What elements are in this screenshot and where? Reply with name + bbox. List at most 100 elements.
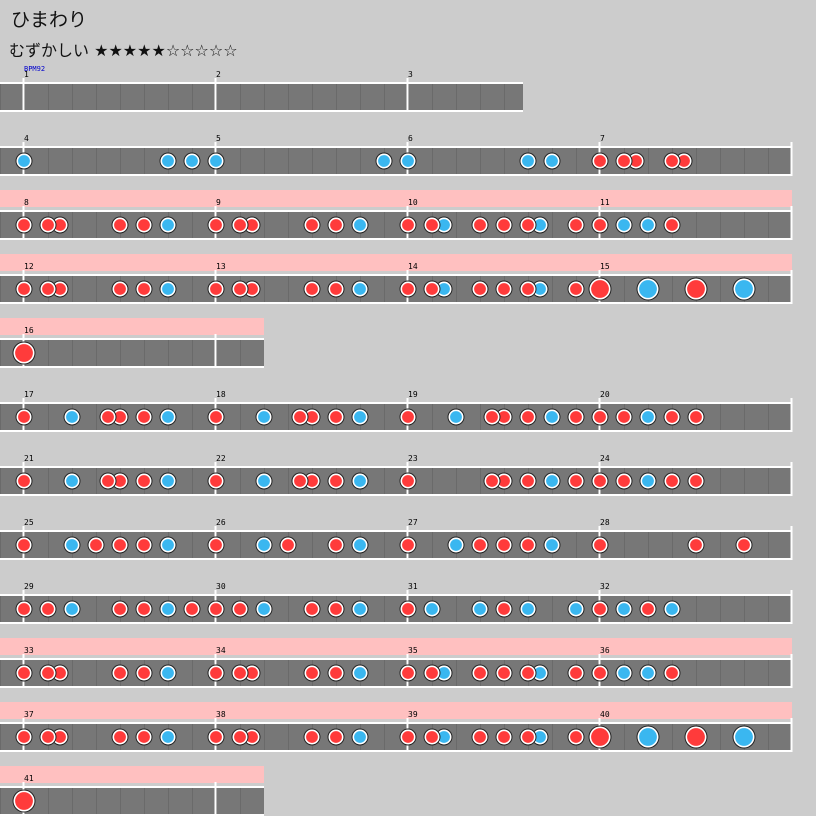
- lane-bottom-border: [0, 814, 264, 816]
- note-lane: [0, 468, 792, 494]
- don-note: [567, 664, 585, 682]
- ka-note: [159, 472, 177, 490]
- don-note: [591, 536, 609, 554]
- don-note: [39, 600, 57, 618]
- lane-bottom-border: [0, 686, 792, 688]
- don-note: [15, 280, 33, 298]
- lane-top-border: [0, 658, 792, 660]
- ka-note: [255, 536, 273, 554]
- don-note: [495, 664, 513, 682]
- big-don-note: [588, 725, 612, 749]
- ka-note: [639, 408, 657, 426]
- don-note: [111, 728, 129, 746]
- don-note: [15, 600, 33, 618]
- difficulty-stars: ★★★★★☆☆☆☆☆: [94, 41, 238, 60]
- ka-note: [639, 472, 657, 490]
- don-note: [135, 600, 153, 618]
- big-don-note: [12, 789, 36, 813]
- don-note: [135, 728, 153, 746]
- big-don-note: [684, 725, 708, 749]
- ka-note: [255, 472, 273, 490]
- don-note: [423, 664, 441, 682]
- don-note: [471, 664, 489, 682]
- don-note: [243, 280, 261, 298]
- measure-number: 17: [24, 390, 34, 399]
- measure-number: 31: [408, 582, 418, 591]
- don-note: [471, 280, 489, 298]
- difficulty-line: むずかしい ★★★★★☆☆☆☆☆: [9, 37, 238, 61]
- measure-number: 15: [600, 262, 610, 271]
- lane-top-border: [0, 82, 523, 84]
- don-note: [615, 472, 633, 490]
- ka-note: [63, 536, 81, 554]
- don-note: [399, 664, 417, 682]
- don-note: [327, 664, 345, 682]
- ka-note: [375, 152, 393, 170]
- don-note: [495, 408, 513, 426]
- don-note: [51, 728, 69, 746]
- don-note: [495, 536, 513, 554]
- lane-top-border: [0, 338, 264, 340]
- lane-top-border: [0, 210, 792, 212]
- don-note: [519, 664, 537, 682]
- measure-number: 40: [600, 710, 610, 719]
- don-note: [483, 408, 501, 426]
- note-lane: [0, 212, 792, 238]
- measure-number: 1: [24, 70, 29, 79]
- measure-number: 11: [600, 198, 610, 207]
- ka-note: [543, 152, 561, 170]
- ka-note: [567, 600, 585, 618]
- don-note: [135, 216, 153, 234]
- big-ka-note: [636, 277, 660, 301]
- don-note: [399, 728, 417, 746]
- lane-top-border: [0, 786, 264, 788]
- ka-note: [63, 600, 81, 618]
- measure-number: 14: [408, 262, 418, 271]
- ka-note: [543, 536, 561, 554]
- don-note: [399, 280, 417, 298]
- note-lane: [0, 596, 792, 622]
- lane-bottom-border: [0, 750, 792, 752]
- measure-number: 34: [216, 646, 226, 655]
- measure-number: 36: [600, 646, 610, 655]
- don-note: [99, 408, 117, 426]
- lane-bottom-border: [0, 302, 792, 304]
- don-note: [399, 216, 417, 234]
- don-note: [135, 472, 153, 490]
- don-note: [483, 472, 501, 490]
- measure-number: 35: [408, 646, 418, 655]
- ka-note: [159, 152, 177, 170]
- don-note: [183, 600, 201, 618]
- don-note: [591, 472, 609, 490]
- don-note: [15, 216, 33, 234]
- don-note: [519, 472, 537, 490]
- don-note: [207, 536, 225, 554]
- ka-note: [435, 216, 453, 234]
- don-note: [327, 728, 345, 746]
- don-note: [591, 664, 609, 682]
- don-note: [399, 472, 417, 490]
- ka-note: [435, 728, 453, 746]
- ka-note: [519, 152, 537, 170]
- don-note: [471, 536, 489, 554]
- ka-note: [435, 664, 453, 682]
- ka-note: [543, 472, 561, 490]
- don-note: [231, 280, 249, 298]
- measure-number: 41: [24, 774, 34, 783]
- ka-note: [351, 728, 369, 746]
- ka-note: [63, 408, 81, 426]
- don-note: [135, 280, 153, 298]
- measure-number: 27: [408, 518, 418, 527]
- lane-bottom-border: [0, 366, 264, 368]
- measure-number: 8: [24, 198, 29, 207]
- gogo-band: [0, 766, 264, 783]
- don-note: [663, 408, 681, 426]
- don-note: [519, 408, 537, 426]
- measure-number: 19: [408, 390, 418, 399]
- ka-note: [615, 216, 633, 234]
- measure-number: 18: [216, 390, 226, 399]
- measure-number: 2: [216, 70, 221, 79]
- don-note: [567, 280, 585, 298]
- don-note: [735, 536, 753, 554]
- don-note: [567, 216, 585, 234]
